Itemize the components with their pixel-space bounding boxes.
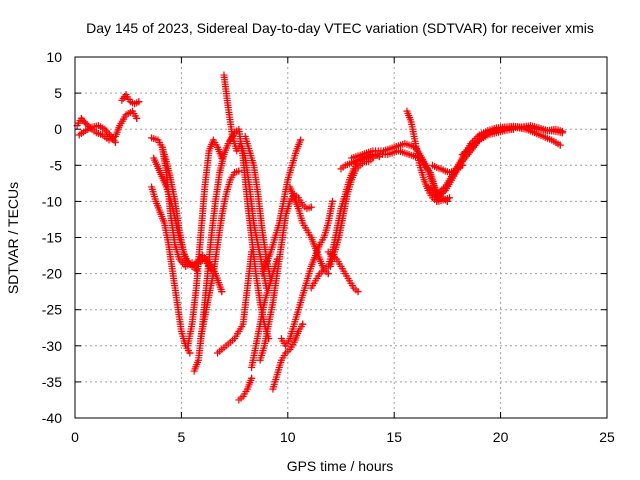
x-tick-label: 5 [178,429,186,445]
data-point [297,136,305,144]
series-arc-8 [184,136,226,350]
y-tick-label: -35 [42,374,62,390]
series-arc-14 [235,374,256,404]
data-point [192,266,200,274]
series-arc-33 [475,123,566,140]
series-arc-2 [75,122,119,146]
series-arc-22 [307,154,366,292]
y-tick-label: -30 [42,338,62,354]
x-tick-label: 25 [599,429,615,445]
axis-ticks: 0 5 10 15 20 25 -40 -35 -30 -25 -20 -15 -10 -5 0 5 10 [42,49,615,445]
series-arc-20 [277,197,336,350]
y-axis-label: SDTVAR / TECUs [5,182,21,294]
y-tick-label: -10 [42,193,62,209]
data-point [111,138,119,146]
series-arc-35 [518,122,566,135]
y-tick-label: 0 [54,121,62,137]
plot-area [73,71,566,404]
data-point [474,137,482,145]
series-arc-19 [269,320,307,393]
series-arc-11 [214,248,256,357]
series-arc-23 [324,248,362,296]
data-point [328,197,336,205]
series-arc-15 [241,132,275,285]
data-point [446,194,454,202]
x-axis-label: GPS time / hours [287,458,394,474]
data-point [558,127,566,135]
series-arc-17 [256,190,315,364]
data-point [135,98,143,106]
data-point [354,288,362,296]
data-point [299,320,307,328]
y-tick-label: -20 [42,266,62,282]
data-point [186,349,194,357]
y-tick-label: 5 [54,85,62,101]
y-tick-label: -25 [42,302,62,318]
series-arc-3 [118,91,143,108]
series-arc-1 [73,107,141,144]
data-point [556,141,564,149]
data-point [133,114,141,122]
data-point [235,167,243,175]
data-point [324,270,332,278]
x-tick-label: 20 [493,429,509,445]
y-tick-label: -40 [42,410,62,426]
series-arc-13 [226,125,273,343]
data-point [440,184,448,192]
x-tick-label: 10 [280,429,296,445]
y-tick-label: -15 [42,230,62,246]
series-arc-21 [286,183,332,278]
chart-title: Day 145 of 2023, Sidereal Day-to-day VTE… [86,20,594,36]
data-point [248,374,256,382]
series-arc-7 [158,143,226,296]
series-arc-28 [403,107,441,205]
data-point [218,288,226,296]
data-point [80,118,88,126]
x-tick-label: 15 [386,429,402,445]
y-tick-label: 10 [46,49,62,65]
series-arc-10 [197,167,243,343]
y-tick-label: -5 [50,157,63,173]
series-arc-18 [258,136,305,278]
data-point [307,203,315,211]
x-tick-label: 0 [71,429,79,445]
